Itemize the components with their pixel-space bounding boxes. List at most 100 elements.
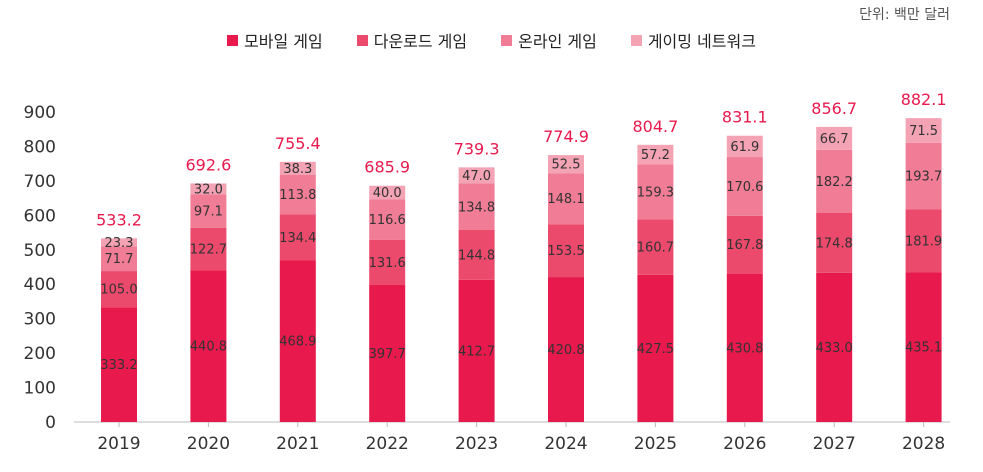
bar-segment-mobile xyxy=(816,272,853,422)
segment-label-online: 182.2 xyxy=(816,175,853,190)
legend-item-online: 온라인 게임 xyxy=(501,28,597,52)
x-tick-label: 2019 xyxy=(97,434,140,454)
bar-segment-mobile xyxy=(726,273,763,422)
segment-label-online: 116.6 xyxy=(369,213,406,228)
segment-label-online: 113.8 xyxy=(279,188,316,203)
segment-label-download: 105.0 xyxy=(100,283,137,298)
segment-label-download: 131.6 xyxy=(369,256,406,271)
segment-label-download: 144.8 xyxy=(458,248,495,263)
x-tick-label: 2023 xyxy=(455,434,498,454)
segment-label-online: 71.7 xyxy=(105,252,134,267)
bar-segment-network xyxy=(816,126,853,150)
bar-segment-online xyxy=(816,149,853,213)
bar-segment-download xyxy=(905,209,942,273)
bar-segment-mobile xyxy=(458,279,495,422)
legend: 모바일 게임 다운로드 게임 온라인 게임 게이밍 네트워크 xyxy=(0,28,983,52)
bar-segment-download xyxy=(637,219,674,275)
bar-segment-network xyxy=(458,167,495,184)
x-tick-label: 2026 xyxy=(723,434,766,454)
total-label: 774.9 xyxy=(543,127,589,146)
segment-label-mobile: 412.7 xyxy=(458,344,495,359)
segment-label-mobile: 433.0 xyxy=(816,341,853,356)
bar-segment-mobile xyxy=(548,277,584,422)
segment-label-online: 193.7 xyxy=(905,170,942,185)
unit-label: 단위: 백만 달러 xyxy=(859,7,950,23)
segment-label-mobile: 420.8 xyxy=(547,343,584,358)
x-tick-label: 2028 xyxy=(902,434,945,454)
bar-segment-online xyxy=(369,199,406,240)
segment-label-download: 160.7 xyxy=(637,241,674,256)
y-tick-label: 800 xyxy=(24,137,56,157)
legend-label-download: 다운로드 게임 xyxy=(373,32,468,51)
bar-segment-online xyxy=(548,173,584,225)
segment-label-download: 122.7 xyxy=(190,243,227,258)
bar-segment-mobile xyxy=(279,260,316,422)
segment-label-network: 52.5 xyxy=(552,158,581,173)
legend-label-mobile: 모바일 게임 xyxy=(244,32,323,51)
y-tick-label: 300 xyxy=(24,310,56,330)
bar-segment-download xyxy=(726,215,763,274)
segment-label-online: 159.3 xyxy=(637,185,674,200)
segment-label-online: 97.1 xyxy=(194,205,223,220)
x-tick-label: 2024 xyxy=(544,434,587,454)
bar-segment-mobile xyxy=(190,270,227,422)
total-label: 739.3 xyxy=(454,139,500,158)
bar-segment-download xyxy=(101,271,137,308)
segment-label-network: 32.0 xyxy=(194,182,223,197)
segment-label-online: 134.8 xyxy=(458,200,495,215)
segment-label-network: 66.7 xyxy=(820,132,849,147)
total-label: 831.1 xyxy=(722,108,768,127)
bar-segment-network xyxy=(726,135,763,158)
y-tick-label: 900 xyxy=(24,103,56,123)
total-label: 692.6 xyxy=(185,155,231,174)
total-label: 685.9 xyxy=(364,158,410,177)
x-tick-label: 2020 xyxy=(187,434,230,454)
bar-segment-online xyxy=(726,157,763,216)
segment-label-network: 71.5 xyxy=(909,124,938,139)
bar-segment-online xyxy=(101,246,137,272)
bar-segment-network xyxy=(637,144,674,165)
segment-label-network: 40.0 xyxy=(373,186,402,201)
y-tick-label: 400 xyxy=(24,275,56,295)
x-tick-label: 2021 xyxy=(276,434,319,454)
segment-label-mobile: 440.8 xyxy=(190,340,227,355)
bar-segment-network xyxy=(279,161,316,175)
segment-label-network: 47.0 xyxy=(462,169,491,184)
legend-swatch-mobile xyxy=(227,34,239,46)
segment-label-mobile: 333.2 xyxy=(100,358,137,373)
bar-segment-online xyxy=(905,142,942,210)
legend-swatch-download xyxy=(356,34,368,46)
bar-segment-network xyxy=(190,183,227,195)
legend-swatch-online xyxy=(501,34,513,46)
bar-segment-network xyxy=(548,155,584,174)
segment-label-mobile: 397.7 xyxy=(369,347,406,362)
bar-segment-online xyxy=(637,164,674,220)
segment-label-download: 174.8 xyxy=(816,236,853,251)
segment-label-download: 134.4 xyxy=(279,231,316,246)
bar-segment-download xyxy=(279,214,316,261)
segment-label-online: 170.6 xyxy=(726,180,763,195)
bar-segment-online xyxy=(190,194,227,228)
legend-label-network: 게이밍 네트워크 xyxy=(647,32,756,51)
y-tick-label: 100 xyxy=(24,379,56,399)
legend-swatch-network xyxy=(630,34,642,46)
y-tick-label: 700 xyxy=(24,172,56,192)
y-tick-label: 600 xyxy=(24,206,56,226)
bar-segment-network xyxy=(369,185,406,200)
bar-segment-online xyxy=(279,174,316,215)
segment-label-network: 61.9 xyxy=(730,140,759,155)
legend-label-online: 온라인 게임 xyxy=(518,32,597,51)
legend-item-download: 다운로드 게임 xyxy=(356,28,468,52)
bar-segment-download xyxy=(190,227,227,271)
bar-segment-download xyxy=(369,239,406,286)
bar-segment-mobile xyxy=(637,274,674,422)
x-tick-label: 2022 xyxy=(366,434,409,454)
segment-label-mobile: 468.9 xyxy=(279,335,316,350)
segment-label-network: 23.3 xyxy=(105,236,134,251)
total-label: 882.1 xyxy=(901,90,947,109)
segment-label-network: 57.2 xyxy=(641,148,670,163)
segment-label-mobile: 435.1 xyxy=(905,341,942,356)
y-tick-label: 0 xyxy=(45,413,56,433)
